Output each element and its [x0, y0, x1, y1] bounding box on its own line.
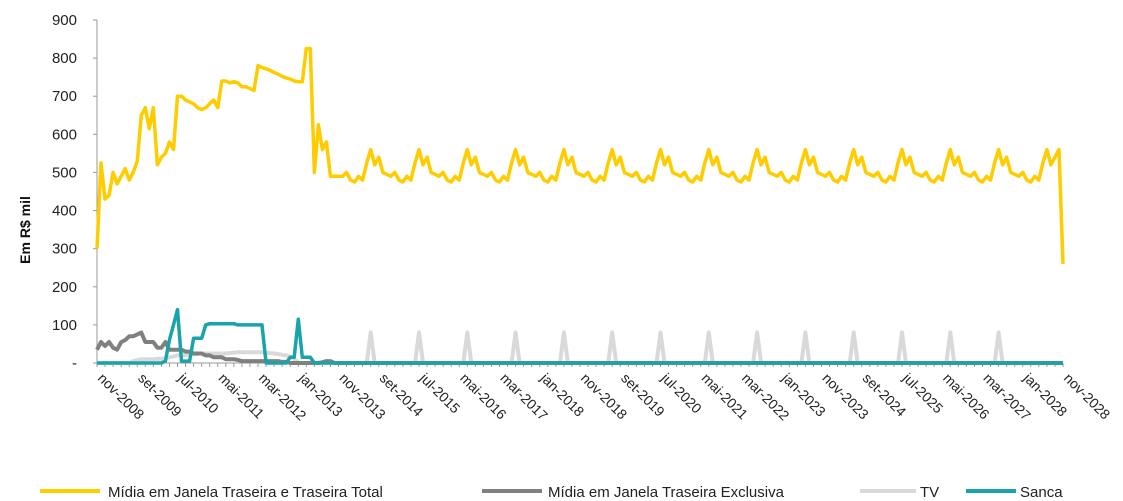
y-tick-label: 100 [52, 317, 77, 334]
series-layer [95, 46, 1065, 365]
y-tick-label: - [72, 355, 77, 372]
y-tick-label: 700 [52, 88, 77, 105]
series-line-sanca [97, 307, 1063, 365]
legend-label: TV [920, 484, 939, 501]
x-axis: nov-2008set-2009jul-2010mai-2011mar-2012… [95, 362, 1114, 424]
y-tick-label: 200 [52, 279, 77, 296]
y-tick-label: 800 [52, 50, 77, 67]
y-axis: - 100 200 300 400 500 600 700 800 900 [52, 12, 98, 372]
legend-label: Mídia em Janela Traseira e Traseira Tota… [108, 484, 383, 501]
series-line-tv [97, 330, 1063, 365]
legend-label: Mídia em Janela Traseira Exclusiva [548, 484, 785, 501]
series-line-midia-total [95, 46, 1065, 264]
legend-label: Sanca [1020, 484, 1063, 501]
y-tick-label: 900 [52, 12, 77, 29]
y-tick-label: 400 [52, 203, 77, 220]
x-tick-label: nov-2028 [1061, 370, 1114, 423]
series-line-midia-exclusiva [95, 330, 1063, 365]
y-tick-label: 300 [52, 241, 77, 258]
y-tick-label: 500 [52, 164, 77, 181]
y-axis-label: Em R$ mil [17, 196, 33, 264]
legend: Mídia em Janela Traseira e Traseira Tota… [40, 484, 1063, 501]
y-tick-label: 600 [52, 126, 77, 143]
